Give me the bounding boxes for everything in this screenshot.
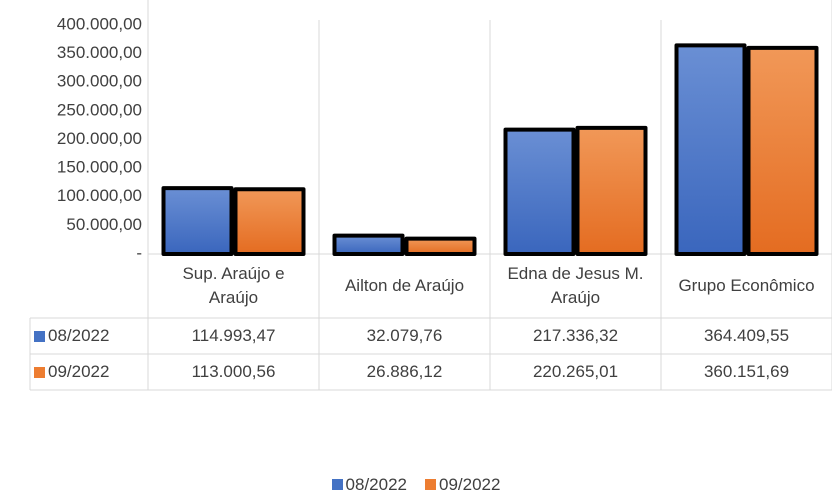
legend-item: 09/2022 <box>425 473 500 494</box>
bar <box>233 187 306 256</box>
table-value-text: 113.000,56 <box>191 362 276 381</box>
bar <box>503 127 576 256</box>
y-tick-label: 150.000,00 <box>57 158 142 177</box>
legend-item: 08/2022 <box>331 473 407 494</box>
table-value: 364.409,55 <box>661 318 832 354</box>
table-value-text: 364.409,55 <box>703 326 790 345</box>
y-tick-label: - <box>136 243 142 262</box>
bar <box>746 45 819 256</box>
category-label: Grupo Econômico <box>676 254 817 318</box>
table-value: 360.151,69 <box>661 354 832 390</box>
bar <box>674 43 747 256</box>
table-series-header: 09/2022 <box>34 354 146 390</box>
table-value-text: 32.079,76 <box>366 326 443 345</box>
category-label-text: Sup. Araújo e Araújo <box>182 264 285 307</box>
y-tick-label: 50.000,00 <box>66 215 142 234</box>
table-value: 220.265,01 <box>490 354 661 390</box>
table-value: 26.886,12 <box>319 354 490 390</box>
category-label: Edna de Jesus M. Araújo <box>505 254 646 318</box>
category-label: Sup. Araújo e Araújo <box>163 254 304 318</box>
legend-label: 09/2022 <box>439 475 501 494</box>
table-value: 32.079,76 <box>319 318 490 354</box>
legend-key <box>34 366 45 378</box>
table-value: 114.993,47 <box>148 318 319 354</box>
category-label-text: Edna de Jesus M. Araújo <box>507 264 644 307</box>
table-value: 113.000,56 <box>148 354 319 390</box>
y-tick-label: 300.000,00 <box>57 72 142 91</box>
y-tick-label: 350.000,00 <box>57 43 142 62</box>
category-label: Ailton de Araújo <box>334 254 475 318</box>
category-label-text: Ailton de Araújo <box>344 276 465 295</box>
table-series-header: 08/2022 <box>34 318 146 354</box>
series-name: 09/2022 <box>48 362 110 381</box>
legend: 08/2022 09/2022 <box>0 472 832 494</box>
legend-key <box>331 479 343 490</box>
y-tick-label: 250.000,00 <box>57 100 142 119</box>
y-tick-label: 200.000,00 <box>57 129 142 148</box>
table-value-text: 220.265,01 <box>532 362 619 381</box>
table-value: 217.336,32 <box>490 318 661 354</box>
series-name: 08/2022 <box>48 326 110 345</box>
legend-label: 08/2022 <box>345 475 407 494</box>
table-value-text: 217.336,32 <box>532 326 619 345</box>
y-tick-label: 100.000,00 <box>57 186 142 205</box>
table-value-text: 114.993,47 <box>191 326 276 345</box>
table-value-text: 26.886,12 <box>366 362 443 381</box>
legend-key <box>425 479 436 490</box>
category-label-text: Grupo Econômico <box>678 276 815 295</box>
bar <box>161 186 234 257</box>
bar <box>404 236 477 256</box>
table-value-text: 360.151,69 <box>703 362 790 381</box>
bar <box>332 233 405 257</box>
bar <box>575 125 648 256</box>
y-tick-label: 400.000,00 <box>57 14 142 33</box>
legend-key <box>34 330 45 342</box>
